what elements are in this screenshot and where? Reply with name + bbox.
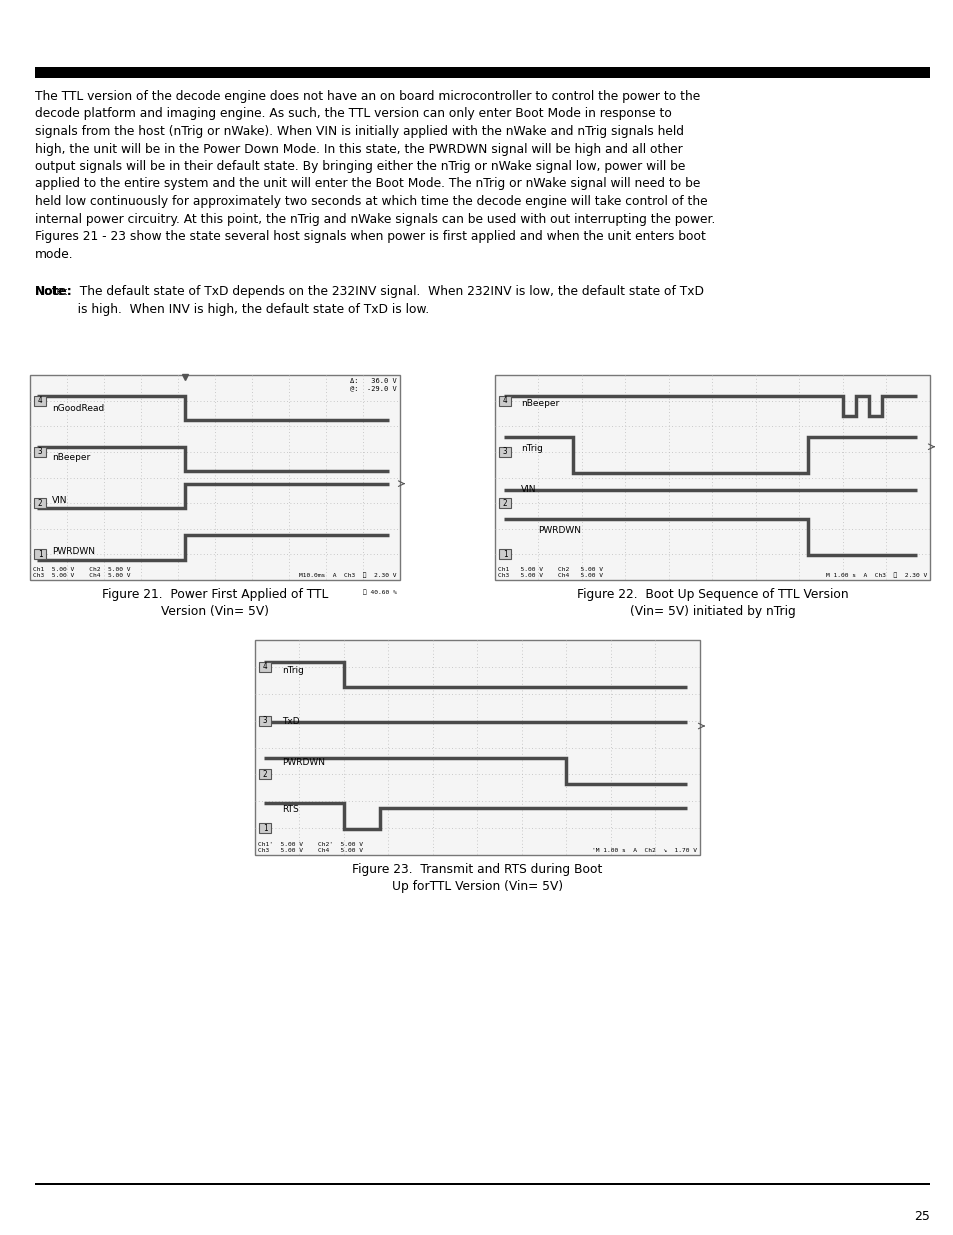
- Text: 4: 4: [502, 396, 507, 405]
- Text: 3: 3: [502, 447, 507, 457]
- Text: Ch1   5.00 V    Ch2   5.00 V
Ch3   5.00 V    Ch4   5.00 V: Ch1 5.00 V Ch2 5.00 V Ch3 5.00 V Ch4 5.0…: [497, 567, 602, 578]
- Text: applied to the entire system and the unit will enter the Boot Mode. The nTrig or: applied to the entire system and the uni…: [35, 178, 700, 190]
- Text: nGoodRead: nGoodRead: [52, 404, 104, 414]
- Text: M10.0ms  A  Ch3  ∯  2.30 V: M10.0ms A Ch3 ∯ 2.30 V: [299, 572, 396, 578]
- Text: mode.: mode.: [35, 247, 73, 261]
- Text: output signals will be in their default state. By bringing either the nTrig or n: output signals will be in their default …: [35, 161, 684, 173]
- Text: nTrig: nTrig: [281, 666, 303, 674]
- Text: signals from the host (nTrig or nWake). When VIN is initially applied with the n: signals from the host (nTrig or nWake). …: [35, 125, 683, 138]
- Text: nBeeper: nBeeper: [520, 399, 558, 409]
- Text: PWRDWN: PWRDWN: [281, 758, 324, 767]
- Bar: [35, 1183, 929, 1184]
- Text: nBeeper: nBeeper: [52, 452, 91, 462]
- FancyBboxPatch shape: [258, 715, 271, 726]
- Text: TxD: TxD: [281, 718, 299, 726]
- Bar: [254, 640, 700, 855]
- Text: 25: 25: [913, 1210, 929, 1223]
- Text: PWRDWN: PWRDWN: [52, 547, 95, 556]
- Text: PWRDWN: PWRDWN: [537, 526, 581, 535]
- Text: RTS: RTS: [281, 805, 298, 814]
- FancyBboxPatch shape: [258, 823, 271, 834]
- Text: 3: 3: [262, 716, 267, 725]
- Text: Note:: Note:: [35, 285, 72, 298]
- Text: VIN: VIN: [52, 495, 68, 505]
- Text: Ch1'  5.00 V    Ch2'  5.00 V
Ch3   5.00 V    Ch4   5.00 V: Ch1' 5.00 V Ch2' 5.00 V Ch3 5.00 V Ch4 5…: [257, 842, 363, 853]
- Text: Note:   The default state of TxD depends on the 232INV signal.  When 232INV is l: Note: The default state of TxD depends o…: [35, 285, 703, 298]
- Text: held low continuously for approximately two seconds at which time the decode eng: held low continuously for approximately …: [35, 195, 707, 207]
- Text: nTrig: nTrig: [520, 445, 542, 453]
- Text: 1: 1: [502, 550, 507, 559]
- Text: 3: 3: [38, 447, 42, 457]
- Text: 1: 1: [38, 550, 42, 559]
- Text: 2: 2: [502, 499, 507, 508]
- Text: M 1.00 s  A  Ch3  ∯  2.30 V: M 1.00 s A Ch3 ∯ 2.30 V: [825, 572, 926, 578]
- Bar: [30, 375, 399, 580]
- FancyBboxPatch shape: [258, 769, 271, 779]
- Bar: [495, 375, 929, 580]
- Bar: [35, 67, 929, 78]
- FancyBboxPatch shape: [498, 550, 511, 559]
- Text: 1: 1: [262, 824, 267, 832]
- Text: Figure 23.  Transmit and RTS during Boot
Up forTTL Version (Vin= 5V): Figure 23. Transmit and RTS during Boot …: [352, 863, 602, 893]
- FancyBboxPatch shape: [258, 662, 271, 672]
- FancyBboxPatch shape: [34, 447, 46, 457]
- FancyBboxPatch shape: [498, 395, 511, 405]
- FancyBboxPatch shape: [498, 498, 511, 508]
- Text: Ⅱ 40.60 %: Ⅱ 40.60 %: [363, 589, 396, 594]
- Text: Δ:   36.0 V
@:  -29.0 V: Δ: 36.0 V @: -29.0 V: [350, 378, 396, 391]
- Text: 4: 4: [262, 662, 267, 672]
- FancyBboxPatch shape: [34, 550, 46, 559]
- Text: 'M 1.00 s  A  Ch2  ↘  1.70 V: 'M 1.00 s A Ch2 ↘ 1.70 V: [592, 848, 697, 853]
- Text: Figure 22.  Boot Up Sequence of TTL Version
(Vin= 5V) initiated by nTrig: Figure 22. Boot Up Sequence of TTL Versi…: [576, 588, 847, 618]
- FancyBboxPatch shape: [498, 447, 511, 457]
- Text: Figures 21 - 23 show the state several host signals when power is first applied : Figures 21 - 23 show the state several h…: [35, 230, 705, 243]
- Text: Figure 21.  Power First Applied of TTL
Version (Vin= 5V): Figure 21. Power First Applied of TTL Ve…: [102, 588, 328, 618]
- Text: 4: 4: [38, 396, 42, 405]
- Text: Ch1  5.00 V    Ch2  5.00 V
Ch3  5.00 V    Ch4  5.00 V: Ch1 5.00 V Ch2 5.00 V Ch3 5.00 V Ch4 5.0…: [33, 567, 131, 578]
- Text: 2: 2: [38, 499, 42, 508]
- Text: high, the unit will be in the Power Down Mode. In this state, the PWRDWN signal : high, the unit will be in the Power Down…: [35, 142, 682, 156]
- Text: internal power circuitry. At this point, the nTrig and nWake signals can be used: internal power circuitry. At this point,…: [35, 212, 715, 226]
- Text: VIN: VIN: [520, 485, 536, 494]
- Text: The TTL version of the decode engine does not have an on board microcontroller t: The TTL version of the decode engine doe…: [35, 90, 700, 103]
- Text: 2: 2: [262, 769, 267, 779]
- Text: decode platform and imaging engine. As such, the TTL version can only enter Boot: decode platform and imaging engine. As s…: [35, 107, 671, 121]
- FancyBboxPatch shape: [34, 395, 46, 405]
- Text: is high.  When INV is high, the default state of TxD is low.: is high. When INV is high, the default s…: [35, 303, 429, 315]
- FancyBboxPatch shape: [34, 498, 46, 508]
